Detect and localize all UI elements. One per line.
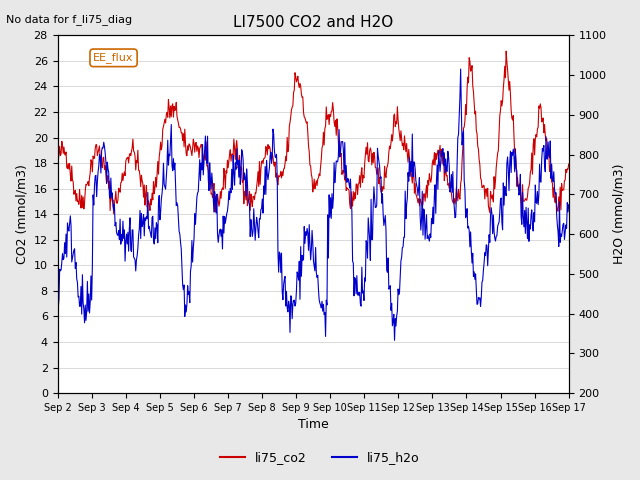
Text: No data for f_li75_diag: No data for f_li75_diag — [6, 14, 132, 25]
Text: EE_flux: EE_flux — [93, 52, 134, 63]
Title: LI7500 CO2 and H2O: LI7500 CO2 and H2O — [233, 15, 393, 30]
li75_co2 — [376, 175, 383, 180]
li75_h2o — [565, 202, 573, 207]
Legend: li75_co2, li75_h2o: li75_co2, li75_h2o — [215, 446, 425, 469]
Y-axis label: CO2 (mmol/m3): CO2 (mmol/m3) — [15, 164, 28, 264]
li75_co2 — [63, 165, 70, 170]
li75_co2 — [116, 189, 124, 195]
li75_h2o — [168, 121, 175, 127]
li75_co2 — [502, 48, 510, 54]
X-axis label: Time: Time — [298, 419, 328, 432]
li75_h2o — [195, 189, 202, 194]
li75_h2o — [457, 66, 465, 72]
li75_h2o — [116, 237, 124, 242]
li75_co2 — [565, 161, 573, 167]
li75_h2o — [54, 287, 61, 292]
li75_co2 — [110, 211, 118, 217]
li75_co2 — [390, 111, 398, 117]
li75_co2 — [195, 155, 203, 161]
li75_h2o — [375, 158, 383, 164]
li75_h2o — [390, 312, 397, 317]
Line: li75_h2o: li75_h2o — [58, 69, 569, 340]
li75_co2 — [54, 157, 61, 163]
Line: li75_co2: li75_co2 — [58, 51, 569, 214]
li75_h2o — [63, 254, 70, 260]
Y-axis label: H2O (mmol/m3): H2O (mmol/m3) — [612, 164, 625, 264]
li75_co2 — [168, 103, 176, 108]
li75_h2o — [390, 337, 398, 343]
